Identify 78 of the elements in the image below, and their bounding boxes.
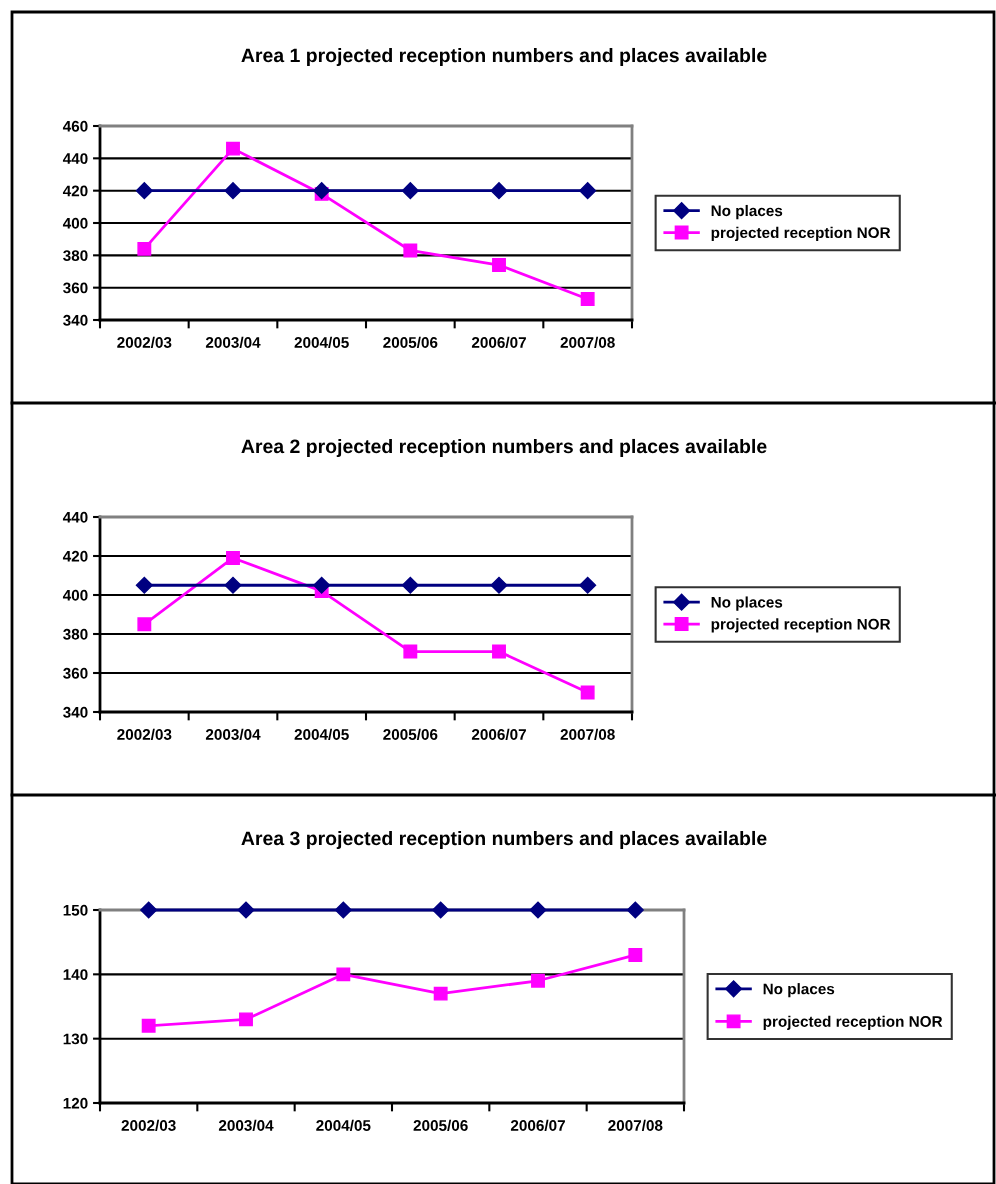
point	[580, 685, 595, 700]
point	[433, 986, 448, 1001]
x-tick-label: 2005/06	[383, 728, 438, 741]
point	[531, 973, 545, 988]
point	[224, 576, 242, 594]
x-tick-label: 2006/07	[471, 728, 526, 741]
chart-title: Area 3 projected reception numbers and places available	[241, 830, 767, 850]
x-tick-label: 2004/05	[294, 728, 349, 741]
y-tick-label: 380	[63, 250, 88, 262]
x-tick-label: 2005/06	[413, 1119, 468, 1132]
point	[579, 576, 597, 594]
y-tick-label: 400	[62, 589, 88, 601]
point	[224, 182, 242, 200]
x-tick-label: 2004/05	[294, 336, 349, 349]
y-tick-label: 360	[63, 667, 88, 679]
legend-label: No places	[711, 204, 783, 220]
point	[401, 576, 419, 594]
y-tick-label: 340	[63, 314, 88, 326]
y-tick-label: 420	[62, 550, 88, 562]
y-tick-label: 150	[63, 904, 88, 916]
y-tick-label: 460	[62, 120, 88, 132]
x-tick-label: 2003/04	[205, 336, 261, 349]
legend-label: projected reception NOR	[711, 618, 891, 633]
point	[135, 576, 153, 594]
y-tick-label: 340	[63, 706, 88, 718]
x-tick-label: 2002/03	[121, 1119, 176, 1132]
chart-title: Area 1 projected reception numbers and places available	[241, 47, 767, 67]
chart-title: Area 2 projected reception numbers and places available	[241, 438, 767, 458]
point	[313, 576, 331, 594]
point	[141, 1018, 156, 1033]
point	[492, 644, 506, 659]
point	[490, 182, 508, 200]
y-tick-label: 380	[63, 628, 88, 640]
y-tick-label: 120	[63, 1097, 88, 1109]
legend-label: projected reception NOR	[763, 1015, 943, 1030]
point	[403, 644, 418, 659]
point	[334, 901, 352, 919]
point	[140, 901, 158, 919]
x-tick-label: 2002/03	[117, 336, 172, 349]
x-tick-label: 2002/03	[117, 728, 172, 741]
x-tick-label: 2006/07	[471, 336, 526, 349]
point	[226, 551, 240, 565]
y-tick-label: 420	[62, 185, 88, 197]
point	[529, 901, 547, 919]
point	[239, 1012, 253, 1027]
point	[237, 901, 255, 919]
point	[313, 182, 331, 200]
x-tick-label: 2004/05	[316, 1119, 371, 1132]
x-tick-label: 2007/08	[560, 728, 615, 741]
point	[628, 948, 643, 962]
x-tick-label: 2006/07	[510, 1119, 565, 1132]
point	[401, 182, 419, 200]
point	[336, 967, 351, 982]
point	[580, 292, 595, 306]
x-tick-label: 2005/06	[383, 336, 438, 349]
legend-label: No places	[711, 596, 783, 611]
point	[626, 901, 644, 919]
point	[137, 241, 152, 256]
point	[579, 182, 597, 200]
point	[135, 182, 153, 200]
y-tick-label: 130	[63, 1033, 88, 1045]
point	[403, 243, 418, 258]
point	[432, 901, 450, 919]
point	[492, 258, 506, 272]
x-tick-label: 2007/08	[608, 1119, 663, 1132]
point	[226, 141, 240, 156]
x-tick-label: 2003/04	[205, 728, 261, 741]
y-tick-label: 140	[63, 969, 88, 981]
point	[137, 617, 152, 632]
legend-label: No places	[763, 983, 835, 998]
y-tick-label: 400	[62, 217, 88, 229]
y-tick-label: 360	[63, 282, 88, 294]
y-tick-label: 440	[62, 511, 88, 523]
y-tick-label: 440	[62, 153, 88, 165]
legend-label: projected reception NOR	[711, 226, 891, 242]
point	[490, 576, 508, 594]
x-tick-label: 2007/08	[560, 336, 615, 349]
x-tick-label: 2003/04	[218, 1119, 274, 1132]
